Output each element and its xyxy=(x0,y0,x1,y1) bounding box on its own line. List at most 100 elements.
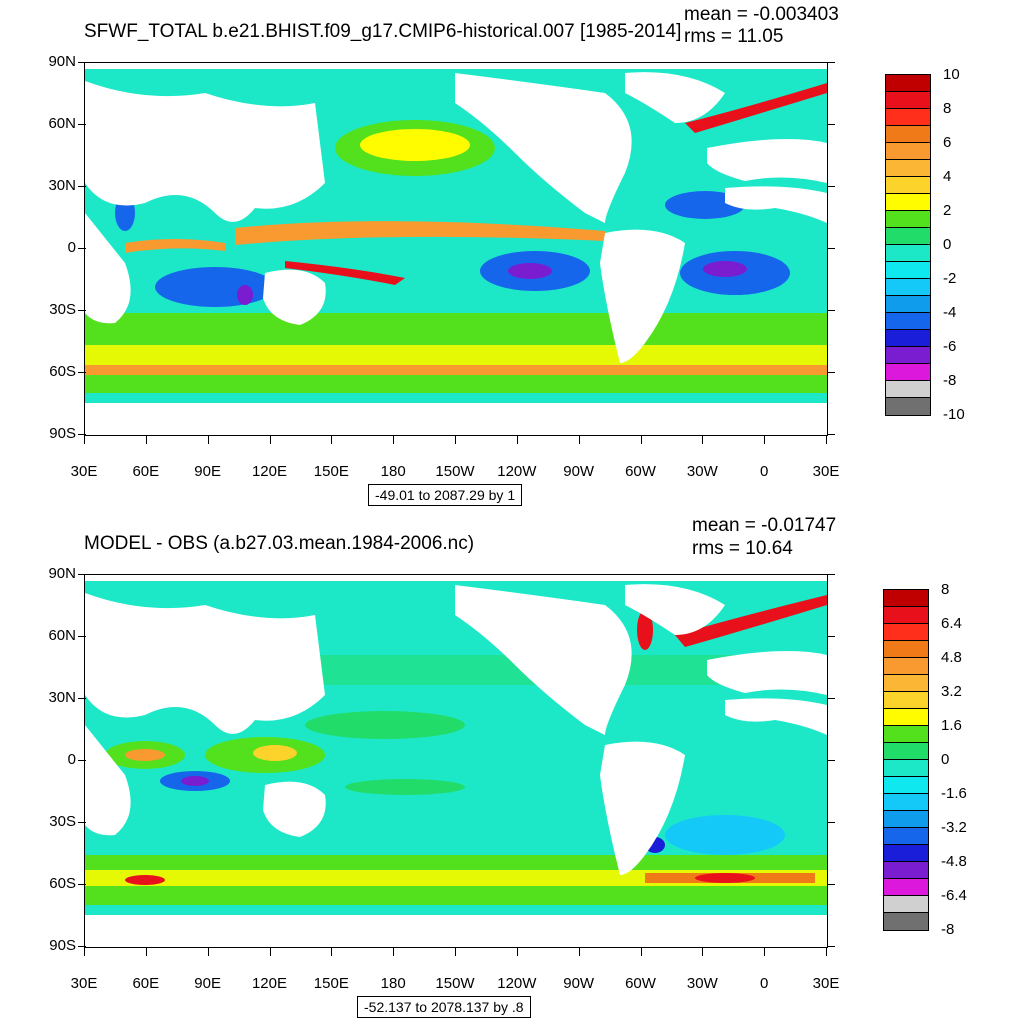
longitude-tick-label: 120W xyxy=(497,975,537,992)
colorbar-swatch xyxy=(886,109,930,126)
colorbar-label: -4 xyxy=(943,304,957,321)
latitude-tick-label: 60N xyxy=(48,627,76,644)
longitude-tick-label: 0 xyxy=(759,975,769,992)
latitude-tick xyxy=(78,636,86,637)
latitude-tick xyxy=(827,698,835,699)
longitude-tick xyxy=(207,436,209,444)
colorbar-label: -2 xyxy=(943,270,957,287)
latitude-tick xyxy=(827,434,835,435)
bottom-colorbar xyxy=(883,589,929,931)
longitude-tick xyxy=(578,948,580,956)
colorbar-swatch xyxy=(886,313,930,330)
longitude-tick-label: 120E xyxy=(251,975,288,992)
colorbar-swatch xyxy=(884,590,928,607)
colorbar-swatch xyxy=(886,330,930,347)
colorbar-label: 6 xyxy=(943,134,952,151)
colorbar-label: 6.4 xyxy=(941,615,962,632)
colorbar-label: 8 xyxy=(941,581,950,598)
latitude-tick xyxy=(827,62,835,63)
colorbar-swatch xyxy=(886,177,930,194)
colorbar-swatch xyxy=(884,879,928,896)
colorbar-swatch xyxy=(884,641,928,658)
longitude-tick-label: 180 xyxy=(380,975,406,992)
top-map-title: SFWF_TOTAL b.e21.BHIST.f09_g17.CMIP6-his… xyxy=(84,21,682,42)
latitude-tick-label: 30S xyxy=(49,813,76,830)
longitude-tick xyxy=(826,948,827,956)
longitude-tick-label: 30E xyxy=(812,463,840,480)
latitude-tick xyxy=(78,186,86,187)
colorbar-swatch xyxy=(884,845,928,862)
longitude-tick-label: 150E xyxy=(313,463,349,480)
latitude-tick xyxy=(827,884,835,885)
colorbar-label: 8 xyxy=(943,100,952,117)
colorbar-swatch xyxy=(884,726,928,743)
latitude-tick xyxy=(78,372,86,373)
longitude-tick-label: 150W xyxy=(435,975,475,992)
colorbar-swatch xyxy=(886,364,930,381)
colorbar-label: -3.2 xyxy=(941,819,967,836)
longitude-tick-label: 30E xyxy=(70,463,98,480)
colorbar-swatch xyxy=(884,624,928,641)
colorbar-label: 0 xyxy=(943,236,952,253)
colorbar-swatch xyxy=(884,760,928,777)
longitude-tick xyxy=(331,948,333,956)
longitude-tick-label: 0 xyxy=(759,463,769,480)
longitude-tick xyxy=(764,948,766,956)
colorbar-swatch xyxy=(886,194,930,211)
latitude-tick xyxy=(78,946,86,947)
colorbar-swatch xyxy=(884,862,928,879)
longitude-tick-label: 30E xyxy=(70,975,98,992)
latitude-tick-label: 90S xyxy=(49,937,76,954)
top-rms-stat: rms = 11.05 xyxy=(684,26,784,47)
colorbar-swatch xyxy=(884,743,928,760)
longitude-tick-label: 60E xyxy=(132,975,160,992)
colorbar-swatch xyxy=(884,896,928,913)
colorbar-label: 4.8 xyxy=(941,649,962,666)
colorbar-label: 0 xyxy=(941,751,950,768)
longitude-tick xyxy=(269,948,271,956)
latitude-tick-label: 60S xyxy=(49,875,76,892)
longitude-tick xyxy=(207,948,209,956)
latitude-tick xyxy=(78,310,86,311)
longitude-tick-label: 60E xyxy=(132,463,160,480)
longitude-tick-label: 60W xyxy=(625,975,656,992)
colorbar-swatch xyxy=(886,92,930,109)
bottom-rms-stat: rms = 10.64 xyxy=(692,538,793,559)
longitude-tick xyxy=(331,436,333,444)
latitude-tick-label: 60N xyxy=(48,115,76,132)
longitude-tick-label: 180 xyxy=(380,463,406,480)
latitude-tick xyxy=(78,124,86,125)
latitude-tick xyxy=(827,310,835,311)
latitude-tick xyxy=(78,698,86,699)
colorbar-swatch xyxy=(886,228,930,245)
longitude-tick-label: 150E xyxy=(313,975,349,992)
bottom-map-field xyxy=(85,575,827,947)
top-mean-stat: mean = -0.003403 xyxy=(684,4,839,25)
latitude-tick xyxy=(827,946,835,947)
longitude-tick xyxy=(393,436,395,444)
latitude-tick xyxy=(827,574,835,575)
latitude-tick-label: 30N xyxy=(48,177,76,194)
colorbar-swatch xyxy=(886,279,930,296)
longitude-tick xyxy=(826,436,827,444)
bottom-range-box: -52.137 to 2078.137 by .8 xyxy=(357,996,531,1018)
colorbar-label: -10 xyxy=(943,406,965,423)
longitude-tick xyxy=(640,436,642,444)
longitude-tick xyxy=(516,436,518,444)
latitude-tick xyxy=(827,822,835,823)
colorbar-label: 3.2 xyxy=(941,683,962,700)
latitude-tick-label: 0 xyxy=(67,751,76,768)
latitude-tick-label: 30S xyxy=(49,301,76,318)
longitude-tick xyxy=(393,948,395,956)
colorbar-swatch xyxy=(884,794,928,811)
longitude-tick-label: 90W xyxy=(563,975,595,992)
latitude-tick-label: 60S xyxy=(49,363,76,380)
longitude-tick xyxy=(455,436,456,444)
latitude-tick xyxy=(827,636,835,637)
colorbar-swatch xyxy=(886,381,930,398)
longitude-tick xyxy=(640,948,642,956)
colorbar-swatch xyxy=(884,777,928,794)
latitude-tick-label: 90S xyxy=(49,425,76,442)
longitude-tick xyxy=(84,436,85,444)
top-range-box: -49.01 to 2087.29 by 1 xyxy=(368,484,523,506)
